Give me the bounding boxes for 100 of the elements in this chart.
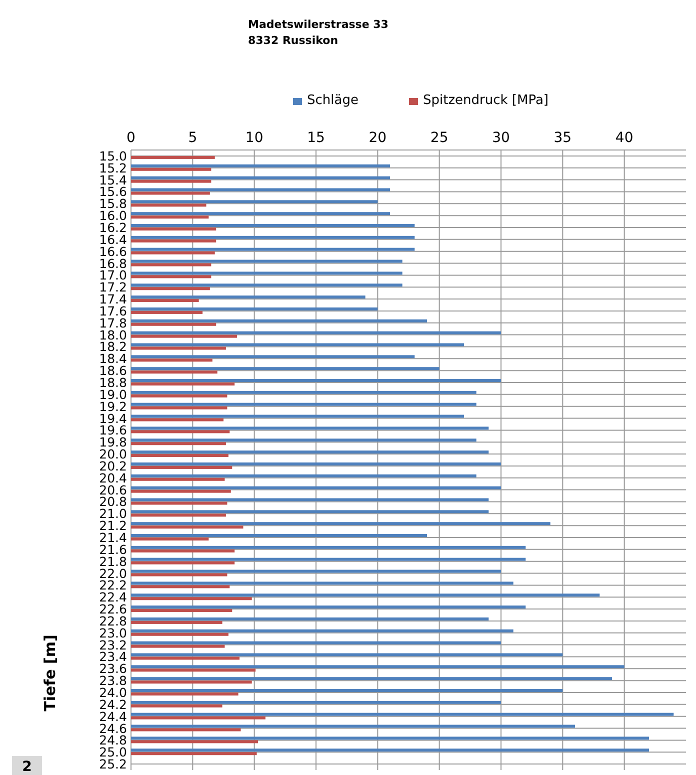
bar <box>131 700 501 704</box>
bar <box>131 204 206 207</box>
bar <box>131 466 232 469</box>
bar <box>131 594 600 597</box>
bar <box>131 617 489 620</box>
bar <box>131 402 476 406</box>
bar <box>131 712 674 716</box>
bar <box>131 748 649 752</box>
bar <box>131 390 476 394</box>
bar <box>131 474 476 478</box>
bar <box>131 287 210 290</box>
bar <box>131 224 415 227</box>
bar <box>131 379 501 382</box>
bar <box>131 168 212 171</box>
bar <box>131 522 550 526</box>
bar <box>131 426 489 430</box>
bar <box>131 677 612 680</box>
bar <box>131 689 563 692</box>
bar <box>131 346 226 350</box>
bar <box>131 573 228 576</box>
text: 2 <box>22 759 32 775</box>
bar <box>131 597 252 600</box>
bar <box>131 192 210 195</box>
x-tick-label: 25 <box>430 130 448 146</box>
x-tick-label: 10 <box>245 130 264 146</box>
bar <box>131 188 390 192</box>
bar <box>131 310 203 314</box>
bar <box>131 299 199 302</box>
x-tick-label: 0 <box>126 130 136 146</box>
bar <box>131 585 230 588</box>
bar <box>131 251 215 254</box>
bar <box>131 442 226 446</box>
bar <box>131 502 228 505</box>
bar <box>131 164 390 168</box>
x-tick-label: 20 <box>368 130 387 146</box>
x-tick-label: 35 <box>554 130 572 146</box>
text: Madetswilerstrasse 33 <box>248 18 388 31</box>
bar <box>131 668 256 672</box>
bar <box>131 176 390 180</box>
x-tick-label: 5 <box>188 130 198 146</box>
bar <box>131 462 501 466</box>
bar <box>131 394 228 398</box>
bar <box>131 490 231 493</box>
bar <box>131 307 378 310</box>
bar <box>131 510 489 514</box>
bar <box>131 450 489 454</box>
bar <box>131 248 415 251</box>
bar <box>131 653 563 656</box>
bar <box>131 716 266 720</box>
bar <box>131 216 209 219</box>
bar <box>131 549 235 552</box>
bar <box>131 260 402 263</box>
bar <box>131 692 238 696</box>
bar <box>131 370 218 374</box>
bar <box>131 454 228 458</box>
bar <box>131 228 216 230</box>
bar <box>131 180 212 183</box>
bar <box>131 570 501 573</box>
x-tick-label: 15 <box>307 130 325 146</box>
bar <box>131 656 240 660</box>
bar <box>131 414 464 418</box>
bar <box>131 644 225 648</box>
bar <box>131 156 215 159</box>
bar <box>131 438 476 442</box>
bar <box>131 680 252 684</box>
bar <box>131 736 649 740</box>
legend-label: Spitzendruck [MPa] <box>423 93 548 108</box>
bar <box>131 358 212 362</box>
x-tick-label: 40 <box>615 130 634 146</box>
bar <box>131 236 415 239</box>
bar <box>131 538 209 540</box>
bar <box>131 641 501 644</box>
bar <box>131 632 228 636</box>
bar <box>131 331 501 334</box>
bar <box>131 752 257 756</box>
bar <box>131 724 575 728</box>
bar <box>131 322 216 326</box>
bar <box>131 609 232 612</box>
bar <box>131 606 526 609</box>
bar <box>131 284 402 287</box>
bar <box>131 263 212 266</box>
bar <box>131 514 226 517</box>
bar <box>131 534 427 537</box>
bar <box>131 486 501 490</box>
bar <box>131 728 241 732</box>
bar <box>131 239 216 242</box>
bar <box>131 498 489 502</box>
bar <box>131 355 415 358</box>
bar <box>131 406 228 410</box>
text: 8332 Russikon <box>248 34 338 47</box>
bar <box>131 212 390 216</box>
bar <box>131 382 235 386</box>
bar <box>131 620 222 624</box>
bar <box>131 200 378 204</box>
bar <box>131 478 225 481</box>
legend-label: Schläge <box>307 93 358 108</box>
bar <box>131 430 230 434</box>
bar <box>131 558 526 561</box>
bar <box>131 561 235 564</box>
y-axis-title: Tiefe [m] <box>41 634 59 712</box>
